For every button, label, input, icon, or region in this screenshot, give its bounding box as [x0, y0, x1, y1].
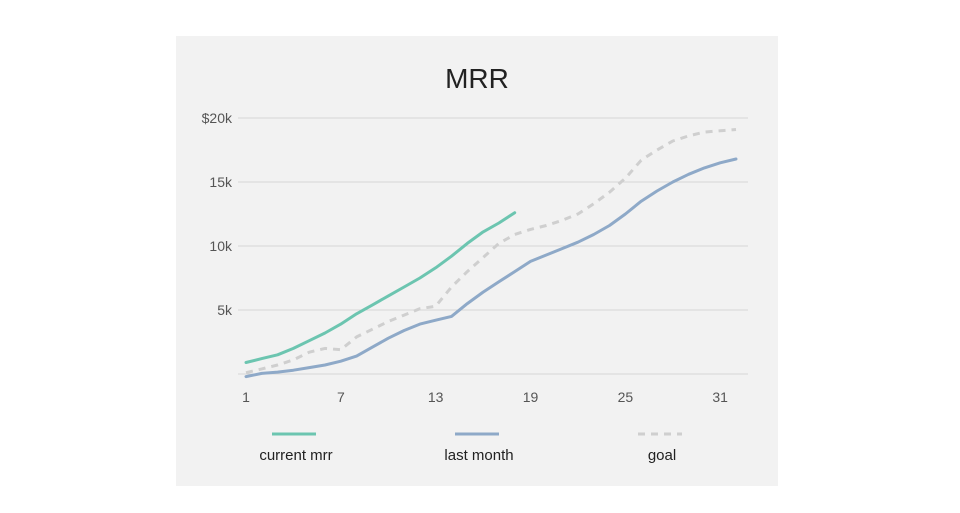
chart-card: MRR $20k 15k 10k 5k 1 7 13 19 25 31 current mrr l… [176, 36, 778, 486]
legend-label: goal [648, 447, 676, 464]
y-tick-label: 5k [217, 302, 233, 318]
legend-label: current mrr [259, 447, 332, 464]
y-axis-ticks: $20k 15k 10k 5k [202, 110, 233, 318]
chart-title: MRR [445, 63, 509, 94]
series-line-last-month [244, 157, 738, 379]
mrr-line-chart: MRR $20k 15k 10k 5k 1 7 13 19 25 31 current mrr l… [202, 63, 748, 464]
series-lines [244, 128, 738, 379]
series-line-current-mrr [244, 211, 517, 364]
legend: current mrr last month goal [259, 432, 682, 464]
x-axis-ticks: 1 7 13 19 25 31 [242, 389, 728, 405]
gridlines [238, 117, 748, 375]
y-tick-label: 15k [209, 174, 233, 190]
legend-label: last month [444, 447, 513, 464]
x-tick-label: 13 [428, 389, 444, 405]
x-tick-label: 31 [712, 389, 728, 405]
x-tick-label: 1 [242, 389, 250, 405]
y-tick-label: 10k [209, 238, 233, 254]
y-tick-label: $20k [202, 110, 233, 126]
x-tick-label: 7 [337, 389, 345, 405]
x-tick-label: 19 [523, 389, 539, 405]
x-tick-label: 25 [618, 389, 634, 405]
